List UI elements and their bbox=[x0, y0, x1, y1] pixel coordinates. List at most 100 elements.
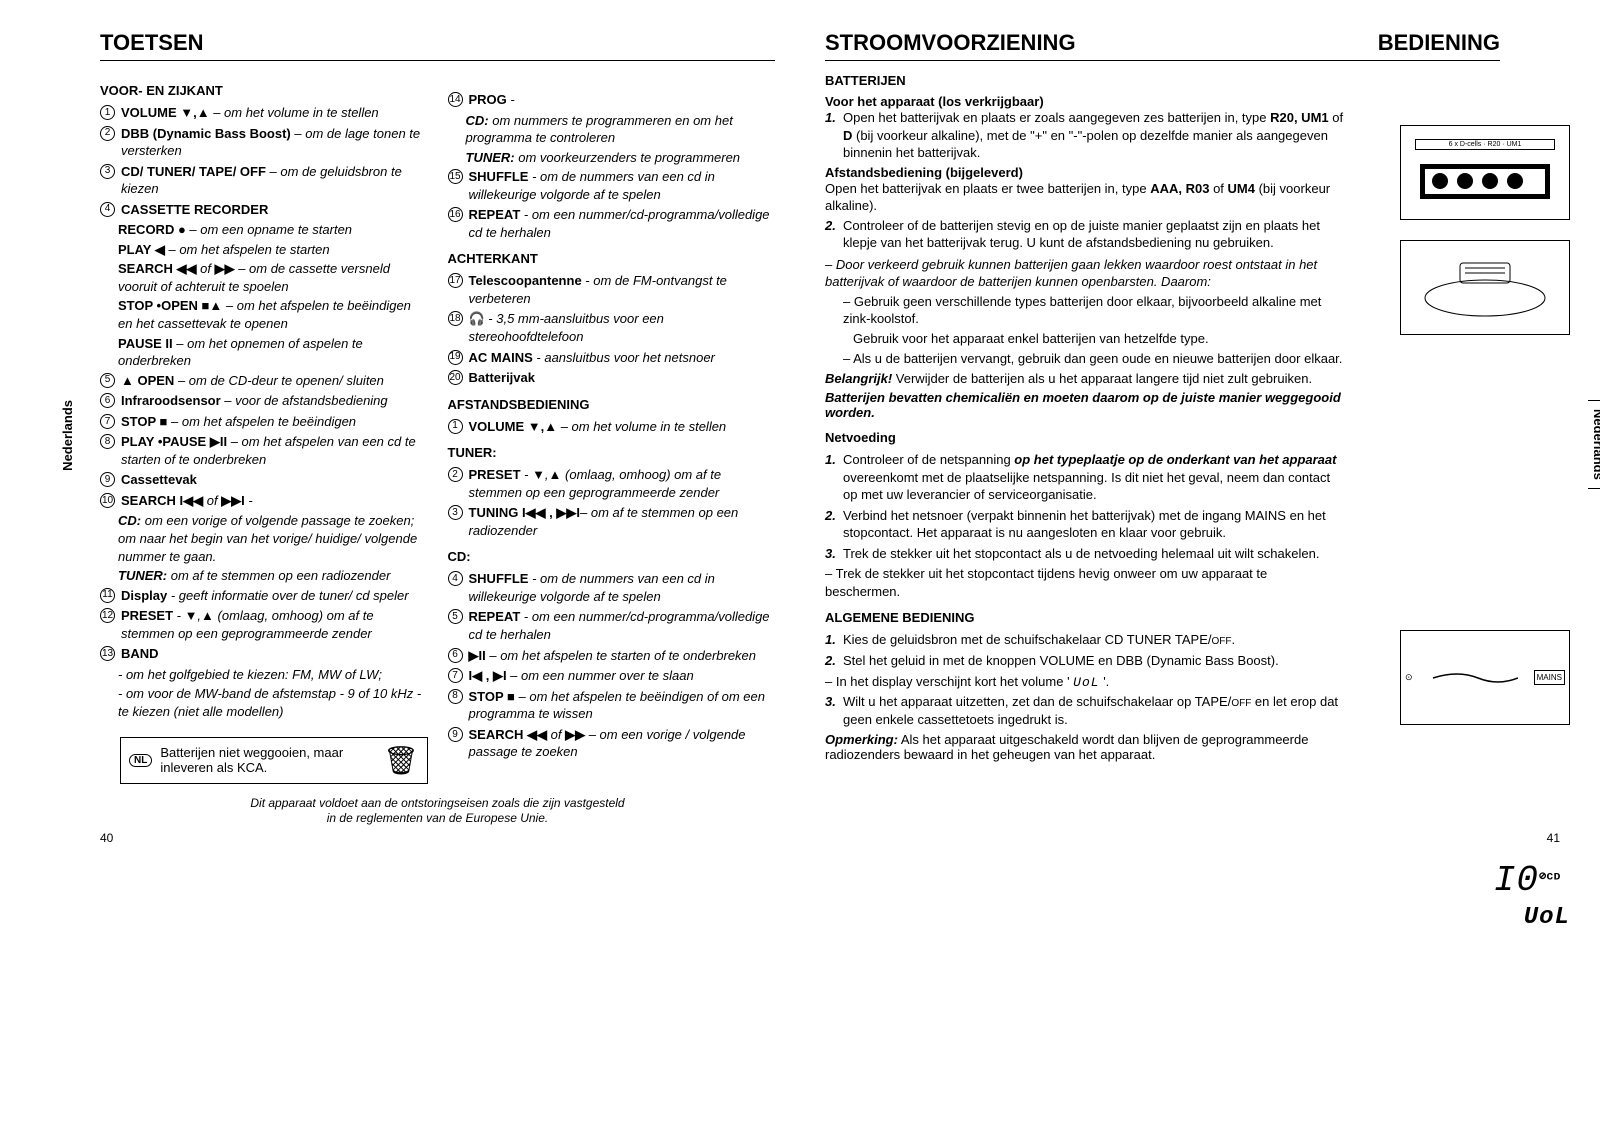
item-label: STOP ■ bbox=[121, 414, 167, 429]
item-number: 4 bbox=[100, 202, 115, 217]
item-desc: – om het volume in te stellen bbox=[210, 105, 379, 120]
battery-step-2: Controleer of de batterijen stevig en op… bbox=[843, 217, 1345, 252]
page-number-41: 41 bbox=[1547, 831, 1560, 845]
control-item: RECORD ● – om een opname te starten bbox=[100, 221, 428, 239]
control-item: 8PLAY •PAUSE ▶II – om het afspelen van e… bbox=[100, 433, 428, 468]
control-item: 7I◀ , ▶I – om een nummer over te slaan bbox=[448, 667, 776, 685]
mains-cable-diagram: ⊙ MAINS bbox=[1400, 630, 1570, 725]
item-number: 8 bbox=[448, 689, 463, 704]
mains-unplug-note: Trek de stekker uit het stopcontact tijd… bbox=[825, 566, 1267, 599]
item-number: 17 bbox=[448, 273, 463, 288]
subhead-algemene-bediening: ALGEMENE BEDIENING bbox=[825, 610, 1345, 625]
item-number: 5 bbox=[100, 373, 115, 388]
control-item: 1 VOLUME ▼,▲ – om het volume in te stelle… bbox=[100, 104, 428, 122]
control-item: 4SHUFFLE - om de nummers van een cd in w… bbox=[448, 570, 776, 605]
subhead-voor-apparaat: Voor het apparaat (los verkrijgbaar) bbox=[825, 94, 1345, 109]
item-label: REPEAT bbox=[469, 609, 521, 624]
control-item: 4 CASSETTE RECORDER bbox=[100, 201, 428, 219]
band-note: - om het golfgebied te kiezen: FM, MW of… bbox=[100, 666, 428, 684]
item-number: 19 bbox=[448, 350, 463, 365]
control-item: 2PRESET - ▼,▲ (omlaag, omhoog) om af te … bbox=[448, 466, 776, 501]
operation-step-2: Stel het geluid in met de knoppen VOLUME… bbox=[843, 652, 1345, 670]
control-item: 12PRESET - ▼,▲ (omlaag, omhoog) om af te… bbox=[100, 607, 428, 642]
prog-cd-desc: om nummers te programmeren en om het pro… bbox=[466, 113, 733, 146]
item-number: 1 bbox=[100, 105, 115, 120]
prog-tuner-desc: om voorkeurzenders te programmeren bbox=[515, 150, 740, 165]
item-label: SHUFFLE bbox=[469, 571, 529, 586]
cd-desc: om een vorige of volgende passage te zoe… bbox=[118, 513, 417, 563]
item-label: PROG bbox=[469, 92, 507, 107]
control-item: SEARCH ◀◀ of ▶▶ – om de cassette versnel… bbox=[100, 260, 428, 295]
item-desc: - bbox=[507, 92, 515, 107]
control-item: 7STOP ■ – om het afspelen te beëindigen bbox=[100, 413, 428, 431]
recycle-bin-icon: 🗑 bbox=[383, 744, 419, 777]
subhead-tuner: TUNER: bbox=[448, 445, 776, 460]
item-label: RECORD ● bbox=[118, 222, 186, 237]
left-col-2: 14PROG - CD: om nummers te programmeren … bbox=[448, 73, 776, 784]
subhead-voor-en-zijkant: VOOR- EN ZIJKANT bbox=[100, 83, 428, 98]
item-desc: – om een nummer over te slaan bbox=[507, 668, 694, 683]
item-label: Infraroodsensor bbox=[121, 393, 221, 408]
control-item: 10SEARCH I◀◀ of ▶▶I - bbox=[100, 492, 428, 510]
subhead-afstandsbediening: AFSTANDSBEDIENING bbox=[448, 397, 776, 412]
item-number: 16 bbox=[448, 207, 463, 222]
item-label: SEARCH I◀◀ bbox=[121, 493, 207, 508]
subhead-netvoeding: Netvoeding bbox=[825, 430, 1345, 445]
control-item: 11Display - geeft informatie over de tun… bbox=[100, 587, 428, 605]
opmerking-label: Opmerking: bbox=[825, 732, 898, 747]
battery-note-text: Batterijen niet weggooien, maar inlevere… bbox=[160, 745, 375, 775]
remote-battery-text: Open het batterijvak en plaats er twee b… bbox=[825, 180, 1345, 215]
control-item: 3CD/ TUNER/ TAPE/ OFF – om de geluidsbro… bbox=[100, 163, 428, 198]
battery-disposal-note: NL Batterijen niet weggooien, maar inlev… bbox=[120, 737, 428, 784]
item-number: 2 bbox=[100, 126, 115, 141]
band-note: - om voor de MW-band de afstemstap - 9 o… bbox=[100, 685, 428, 720]
item-label: TUNING I◀◀ , ▶▶I bbox=[469, 505, 581, 520]
subhead-achterkant: ACHTERKANT bbox=[448, 251, 776, 266]
item-label: Batterijvak bbox=[469, 370, 535, 385]
left-page: Nederlands TOETSEN VOOR- EN ZIJKANT 1VOL… bbox=[100, 30, 790, 827]
battery-warning-2a: Gebruik geen verschillende types batteri… bbox=[843, 294, 1321, 327]
item-label: Display bbox=[121, 588, 167, 603]
item-number: 4 bbox=[448, 571, 463, 586]
item-label: CASSETTE RECORDER bbox=[121, 202, 268, 217]
control-item: 5REPEAT - om een nummer/cd-programma/vol… bbox=[448, 608, 776, 643]
item-number: 7 bbox=[100, 414, 115, 429]
item-desc: – voor de afstandsbediening bbox=[221, 393, 388, 408]
item-desc: – om het volume in te stellen bbox=[557, 419, 726, 434]
operation-step-1: Kies de geluidsbron met de schuifschakel… bbox=[843, 631, 1345, 649]
item-number: 10 bbox=[100, 493, 115, 508]
important-text: Verwijder de batterijen als u het appara… bbox=[892, 371, 1312, 386]
item-label: PLAY •PAUSE ▶II bbox=[121, 434, 227, 449]
item-label: VOLUME ▼,▲ bbox=[121, 105, 210, 120]
nl-badge: NL bbox=[129, 754, 152, 767]
item-number: 3 bbox=[448, 505, 463, 520]
control-item: PAUSE II – om het opnemen of aspelen te … bbox=[100, 335, 428, 370]
control-item: 5▲ OPEN – om de CD-deur te openen/ sluit… bbox=[100, 372, 428, 390]
item-number: 20 bbox=[448, 370, 463, 385]
opmerking-text: Als het apparaat uitgeschakeld wordt dan… bbox=[825, 732, 1308, 762]
left-col-1: VOOR- EN ZIJKANT 1 VOLUME ▼,▲ – om het vo… bbox=[100, 73, 428, 784]
tuner-desc: om af te stemmen op een radiozender bbox=[167, 568, 390, 583]
item-label: STOP ■ bbox=[469, 689, 515, 704]
page-number-40: 40 bbox=[100, 831, 113, 845]
item-number: 3 bbox=[100, 164, 115, 179]
item-label: REPEAT bbox=[469, 207, 521, 222]
item-number: 13 bbox=[100, 646, 115, 661]
control-item: 6▶II – om het afspelen te starten of te … bbox=[448, 647, 776, 665]
control-item: 15SHUFFLE - om de nummers van een cd in … bbox=[448, 168, 776, 203]
right-page: Nederlands STROOMVOORZIENING BEDIENING B… bbox=[810, 30, 1560, 827]
item-desc: – om de CD-deur te openen/ sluiten bbox=[174, 373, 384, 388]
mains-step-1: Controleer of de netspanning op het type… bbox=[843, 451, 1345, 504]
control-item: 2DBB (Dynamic Bass Boost) – om de lage t… bbox=[100, 125, 428, 160]
item-label: DBB (Dynamic Bass Boost) bbox=[121, 126, 291, 141]
item-desc: - 3,5 mm-aansluitbus voor een stereohoof… bbox=[469, 311, 664, 344]
item-number: 9 bbox=[100, 472, 115, 487]
battery-compartment-diagram: 6 x D-cells · R20 · UM1 bbox=[1400, 125, 1570, 220]
item-label: ▶II bbox=[469, 648, 486, 663]
battery-step-1: Open het batterijvak en plaats er zoals … bbox=[843, 109, 1345, 162]
item-number: 9 bbox=[448, 727, 463, 742]
control-item: 19AC MAINS - aansluitbus voor het netsno… bbox=[448, 349, 776, 367]
subhead-batterijen: BATTERIJEN bbox=[825, 73, 1345, 88]
tuner-label: TUNER: bbox=[118, 568, 167, 583]
prog-tuner-label: TUNER: bbox=[466, 150, 515, 165]
